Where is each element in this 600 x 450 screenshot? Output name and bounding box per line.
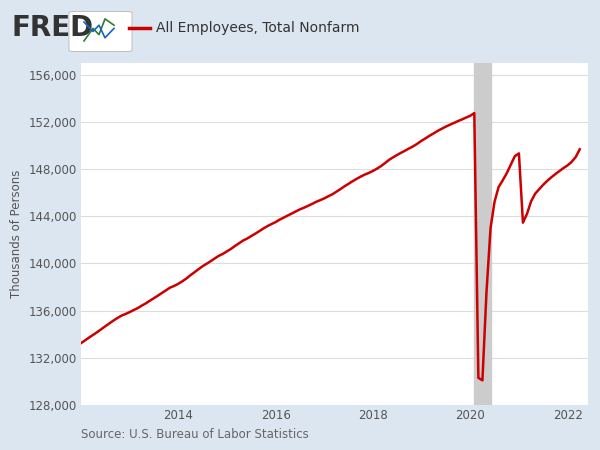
Text: Source: U.S. Bureau of Labor Statistics: Source: U.S. Bureau of Labor Statistics — [81, 428, 309, 441]
Bar — [474, 63, 491, 405]
FancyBboxPatch shape — [69, 11, 132, 52]
Text: All Employees, Total Nonfarm: All Employees, Total Nonfarm — [156, 21, 359, 36]
Y-axis label: Thousands of Persons: Thousands of Persons — [10, 170, 23, 298]
Text: FRED: FRED — [12, 14, 94, 42]
